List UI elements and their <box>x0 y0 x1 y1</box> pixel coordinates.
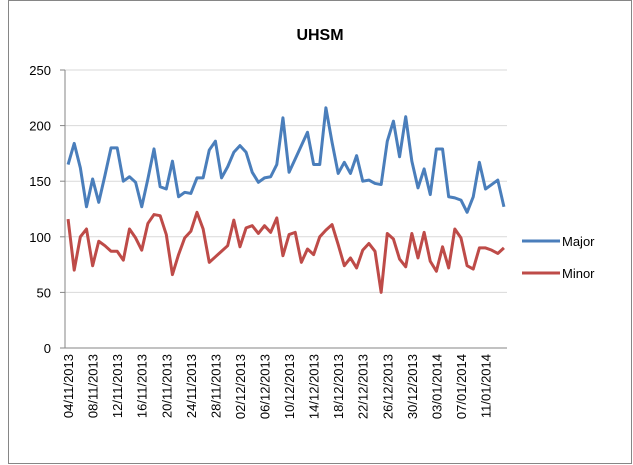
legend-label: Minor <box>562 266 595 281</box>
x-tick-label: 30/12/2013 <box>405 354 420 419</box>
x-tick-label: 16/11/2013 <box>135 354 150 418</box>
x-tick-label: 03/01/2014 <box>429 354 444 419</box>
chart-title: UHSM <box>296 27 343 44</box>
series-line <box>66 210 505 294</box>
x-tick-label: 08/11/2013 <box>86 354 101 418</box>
x-tick-label: 06/12/2013 <box>258 354 273 419</box>
x-tick-label: 07/01/2014 <box>454 354 469 419</box>
y-tick-label: 100 <box>29 230 51 245</box>
x-tick-label: 04/11/2013 <box>61 354 76 418</box>
x-tick-label: 24/11/2013 <box>184 354 199 418</box>
x-tick-label: 12/11/2013 <box>110 354 125 418</box>
x-tick-label: 14/12/2013 <box>307 354 322 419</box>
y-tick-label: 50 <box>37 285 51 300</box>
chart-border <box>8 0 632 464</box>
y-tick-label: 150 <box>29 174 51 189</box>
x-tick-label: 18/12/2013 <box>331 354 346 419</box>
x-tick-label: 10/12/2013 <box>282 354 297 419</box>
y-tick-label: 200 <box>29 119 51 134</box>
x-tick-label: 11/01/2014 <box>479 354 494 418</box>
y-tick-label: 0 <box>44 341 51 356</box>
series-line <box>66 106 506 214</box>
x-tick-label: 26/12/2013 <box>380 354 395 419</box>
x-tick-label: 02/12/2013 <box>233 354 248 419</box>
x-tick-label: 28/11/2013 <box>208 354 223 418</box>
x-tick-label: 20/11/2013 <box>159 354 174 418</box>
legend-label: Major <box>562 234 595 249</box>
y-tick-label: 250 <box>29 63 51 78</box>
x-tick-label: 22/12/2013 <box>356 354 371 419</box>
